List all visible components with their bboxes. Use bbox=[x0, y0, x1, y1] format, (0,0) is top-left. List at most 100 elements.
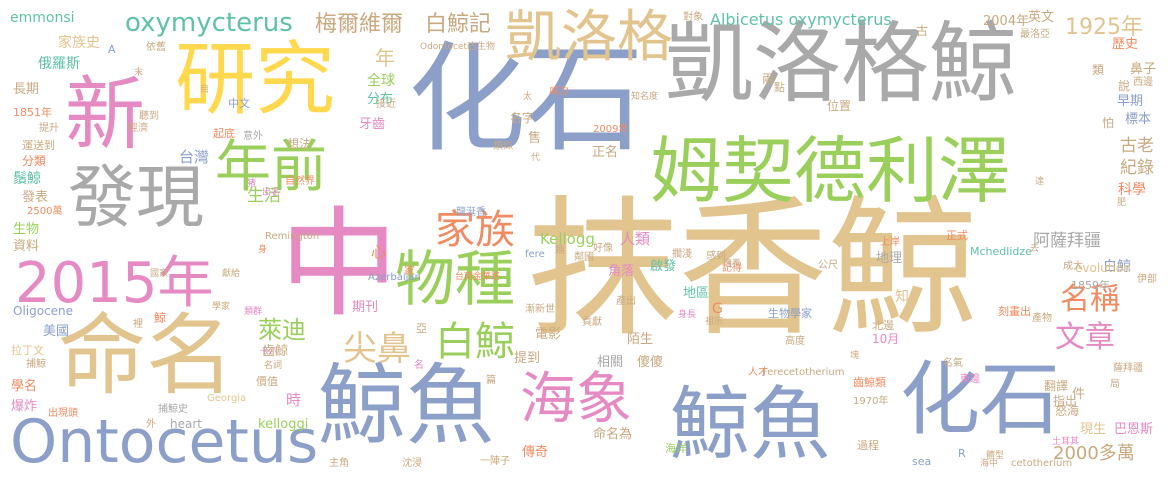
word: 想法 bbox=[287, 137, 312, 151]
word: 代 bbox=[531, 153, 541, 163]
word: 身長 bbox=[678, 310, 697, 320]
word: 名詞 bbox=[264, 361, 283, 371]
word: 去 bbox=[1030, 244, 1040, 254]
word: 名字 bbox=[510, 111, 535, 125]
word: 2009年 bbox=[593, 124, 629, 135]
word: 感到 bbox=[706, 251, 726, 262]
word: 指出 bbox=[1053, 394, 1078, 408]
word: 古老 bbox=[1120, 136, 1154, 156]
word: 年 bbox=[375, 46, 395, 70]
word: 陌生 bbox=[627, 332, 654, 347]
word: 名氣 bbox=[943, 358, 963, 369]
word: cetotherium bbox=[1011, 458, 1073, 469]
word: 達 bbox=[1035, 177, 1045, 187]
word: 2500萬 bbox=[27, 206, 63, 217]
word: 太 bbox=[523, 92, 533, 102]
word: 說 bbox=[1118, 79, 1131, 93]
word: 正式 bbox=[946, 229, 968, 242]
word: heart bbox=[170, 417, 202, 431]
word: 運送到 bbox=[22, 139, 55, 152]
word: 人才 bbox=[748, 367, 768, 378]
word: 上岸 bbox=[880, 237, 900, 248]
word: 凱洛格 bbox=[505, 5, 673, 70]
word: 人類 bbox=[620, 230, 651, 248]
word: 時 bbox=[286, 391, 302, 409]
word: 篇 bbox=[486, 375, 496, 386]
word: 貢獻 bbox=[582, 317, 602, 328]
word: 東邊 bbox=[960, 374, 980, 385]
word: 類群 bbox=[244, 307, 263, 317]
word: 資料 bbox=[13, 239, 40, 254]
word: 俄羅斯 bbox=[38, 56, 80, 72]
word: Albicetus oxymycterus bbox=[710, 10, 892, 29]
word: 分布 bbox=[367, 92, 394, 107]
word: 出名 bbox=[262, 188, 281, 198]
word: 經濟 bbox=[128, 123, 148, 134]
word: 猪 bbox=[247, 179, 257, 189]
word: 電影 bbox=[535, 327, 562, 342]
word: 相關 bbox=[597, 355, 624, 370]
word: 角落 bbox=[608, 264, 635, 279]
word: 阿薩拜疆 bbox=[1033, 231, 1101, 251]
word: Georgia bbox=[207, 393, 247, 404]
word: 件 bbox=[1072, 387, 1086, 402]
word: 台灣 bbox=[179, 148, 210, 166]
word: 點 bbox=[774, 81, 785, 94]
word: 尖鼻 bbox=[343, 329, 411, 369]
word: 兩 bbox=[762, 72, 775, 86]
word: 現生 bbox=[1080, 422, 1107, 437]
word: 趣 bbox=[555, 245, 565, 256]
word: 土耳其 bbox=[1052, 437, 1080, 447]
word: 1925年 bbox=[1065, 15, 1143, 40]
word: A bbox=[108, 43, 116, 56]
word: 研究 bbox=[175, 33, 335, 126]
word: 海象 bbox=[520, 367, 632, 432]
word: 2015年 bbox=[15, 251, 214, 316]
word: 捕鯨史 bbox=[158, 404, 188, 415]
word: 家 bbox=[404, 264, 415, 277]
word: emmonsi bbox=[10, 10, 75, 26]
word: 一陣子 bbox=[480, 456, 510, 467]
word: 龍涎香 bbox=[456, 207, 486, 218]
word: 公尺 bbox=[818, 260, 838, 271]
word: 鄰國 bbox=[574, 252, 594, 263]
word: 爆炸 bbox=[11, 399, 38, 414]
word: 期刊 bbox=[352, 300, 379, 315]
word: 記得 bbox=[722, 263, 742, 274]
word: fere bbox=[525, 249, 545, 260]
word: 沈浸 bbox=[402, 458, 422, 469]
word: 2000多萬 bbox=[1053, 443, 1135, 464]
word: 出現頭 bbox=[48, 408, 78, 419]
word: 獻給 bbox=[222, 269, 241, 279]
word: 成大 bbox=[1063, 261, 1083, 272]
word: 歷史 bbox=[1112, 37, 1139, 52]
word: 海洋 bbox=[665, 442, 687, 455]
word: 價值 bbox=[256, 375, 278, 388]
word: 古生物 bbox=[468, 42, 496, 52]
word: 起底 bbox=[213, 127, 235, 140]
word: 學名 bbox=[11, 379, 38, 394]
word: 裡 bbox=[133, 319, 143, 330]
word: oxymycterus bbox=[125, 8, 293, 38]
word: 牙齒 bbox=[359, 117, 386, 132]
word: 發表 bbox=[22, 190, 49, 205]
word: 全球 bbox=[367, 73, 395, 89]
word: 薩拜疆 bbox=[1113, 363, 1143, 374]
word: 美國 bbox=[43, 324, 70, 339]
word: 姆契德利澤 bbox=[650, 129, 1011, 213]
word: 名 bbox=[414, 360, 424, 371]
word: evolution bbox=[1075, 261, 1131, 275]
word: 學家 bbox=[212, 302, 231, 312]
word: Azerbaijan bbox=[368, 272, 421, 283]
word: 威力 bbox=[549, 86, 569, 97]
word: 啟發 bbox=[650, 259, 677, 274]
word: 北邊 bbox=[872, 319, 894, 332]
word: Mchedlidze bbox=[970, 245, 1032, 258]
word: 鯨魚 bbox=[670, 378, 830, 471]
word: 早期 bbox=[1117, 94, 1144, 109]
word: 擱淺 bbox=[672, 249, 692, 260]
word: 標本 bbox=[1125, 112, 1152, 127]
word: 提升 bbox=[39, 123, 59, 134]
word: 鬚鯨 bbox=[13, 171, 41, 187]
word: 怒海 bbox=[1055, 404, 1080, 418]
